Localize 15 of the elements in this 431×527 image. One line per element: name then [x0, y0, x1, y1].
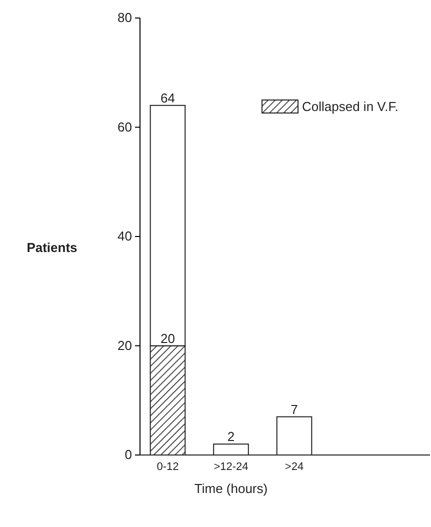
- total-label: 64: [160, 90, 175, 106]
- x-tick-label: >24: [284, 461, 304, 473]
- y-tick-label: 80: [118, 10, 132, 26]
- x-tick-label: >12-24: [214, 461, 248, 473]
- total-label: 2: [227, 429, 235, 444]
- y-tick-label: 0: [124, 447, 132, 462]
- y-tick-label: 20: [118, 338, 132, 353]
- legend-label: Collapsed in V.F.: [302, 99, 398, 114]
- y-tick-label: 40: [118, 228, 132, 244]
- total-label: 7: [290, 402, 298, 417]
- y-tick-label: 60: [118, 119, 132, 134]
- x-tick-label: 0-12: [156, 461, 179, 473]
- y-axis-title: Patients: [26, 240, 78, 255]
- x-axis-title: Time (hours): [194, 481, 268, 496]
- data-label: 20: [160, 330, 175, 346]
